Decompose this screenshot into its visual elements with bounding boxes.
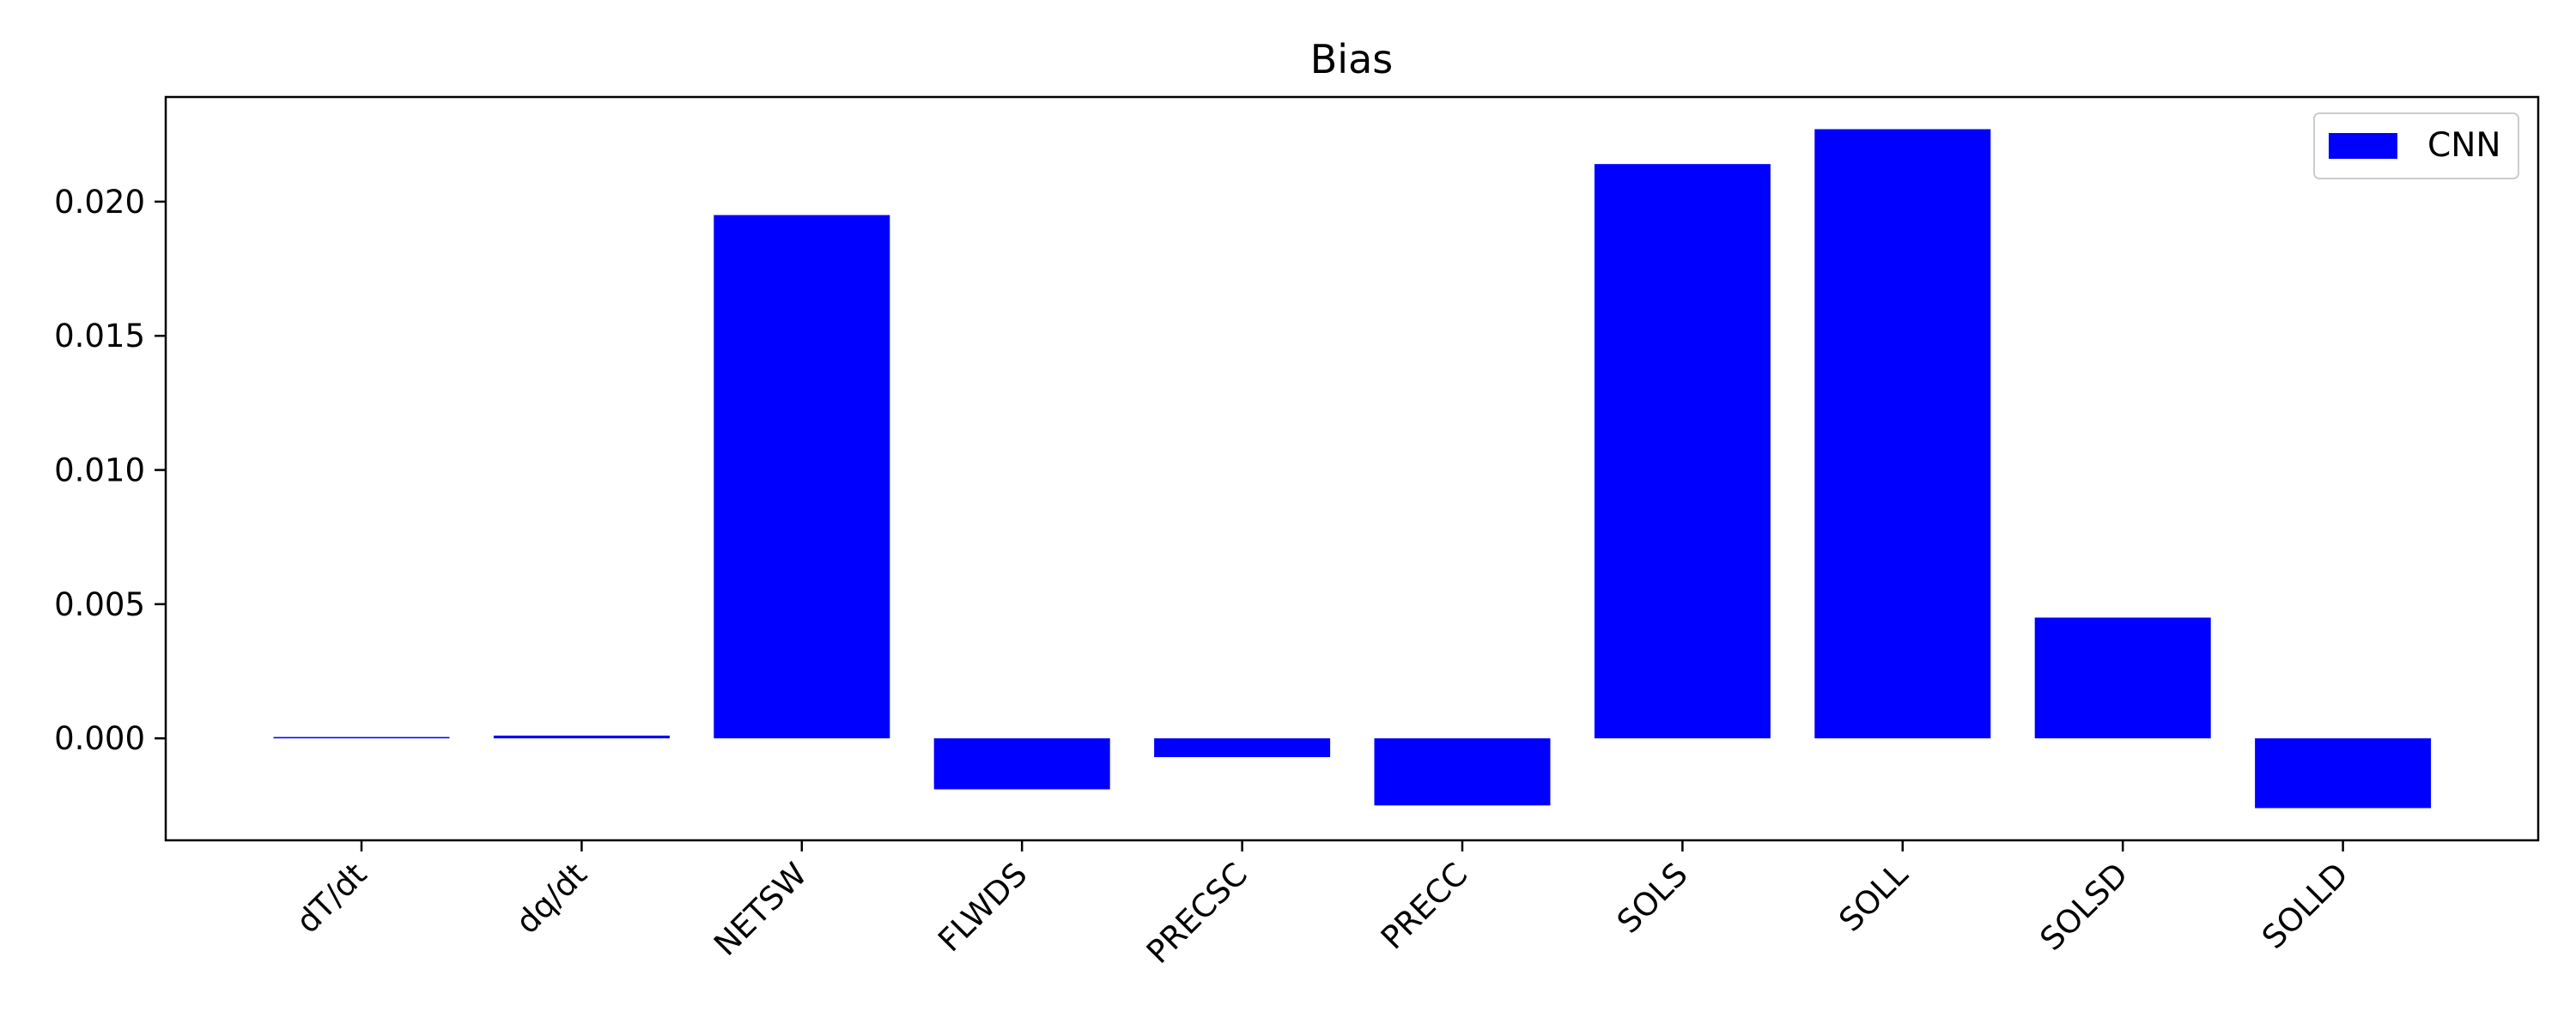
- y-tick-label: 0.020: [54, 184, 145, 221]
- bar-solsd: [2034, 617, 2211, 739]
- bar-sols: [1594, 164, 1771, 739]
- legend-swatch-cnn: [2329, 133, 2397, 159]
- bar-flwds: [933, 738, 1110, 790]
- bar-solld: [2255, 738, 2432, 809]
- bars: [273, 129, 2432, 809]
- chart-title: Bias: [1310, 36, 1394, 82]
- y-tick-label: 0.010: [54, 452, 145, 489]
- y-tick-label: 0.015: [54, 318, 145, 354]
- legend-box: [2313, 112, 2519, 179]
- legend-label-cnn: CNN: [2427, 126, 2501, 165]
- bar-dt-dt: [273, 736, 450, 739]
- plot-area-frame: [164, 95, 2540, 842]
- bar-netsw: [714, 215, 890, 739]
- legend: CNN: [2313, 112, 2519, 179]
- bar-soll: [1814, 129, 1991, 739]
- y-tick-label: 0.005: [54, 586, 145, 623]
- bar-dq-dt: [493, 736, 670, 739]
- y-axis-ticks: 0.000 0.005 0.010 0.015 0.020: [54, 184, 166, 757]
- bar-precc: [1374, 738, 1551, 806]
- y-tick-label: 0.000: [54, 720, 145, 757]
- bar-precsc: [1154, 738, 1331, 758]
